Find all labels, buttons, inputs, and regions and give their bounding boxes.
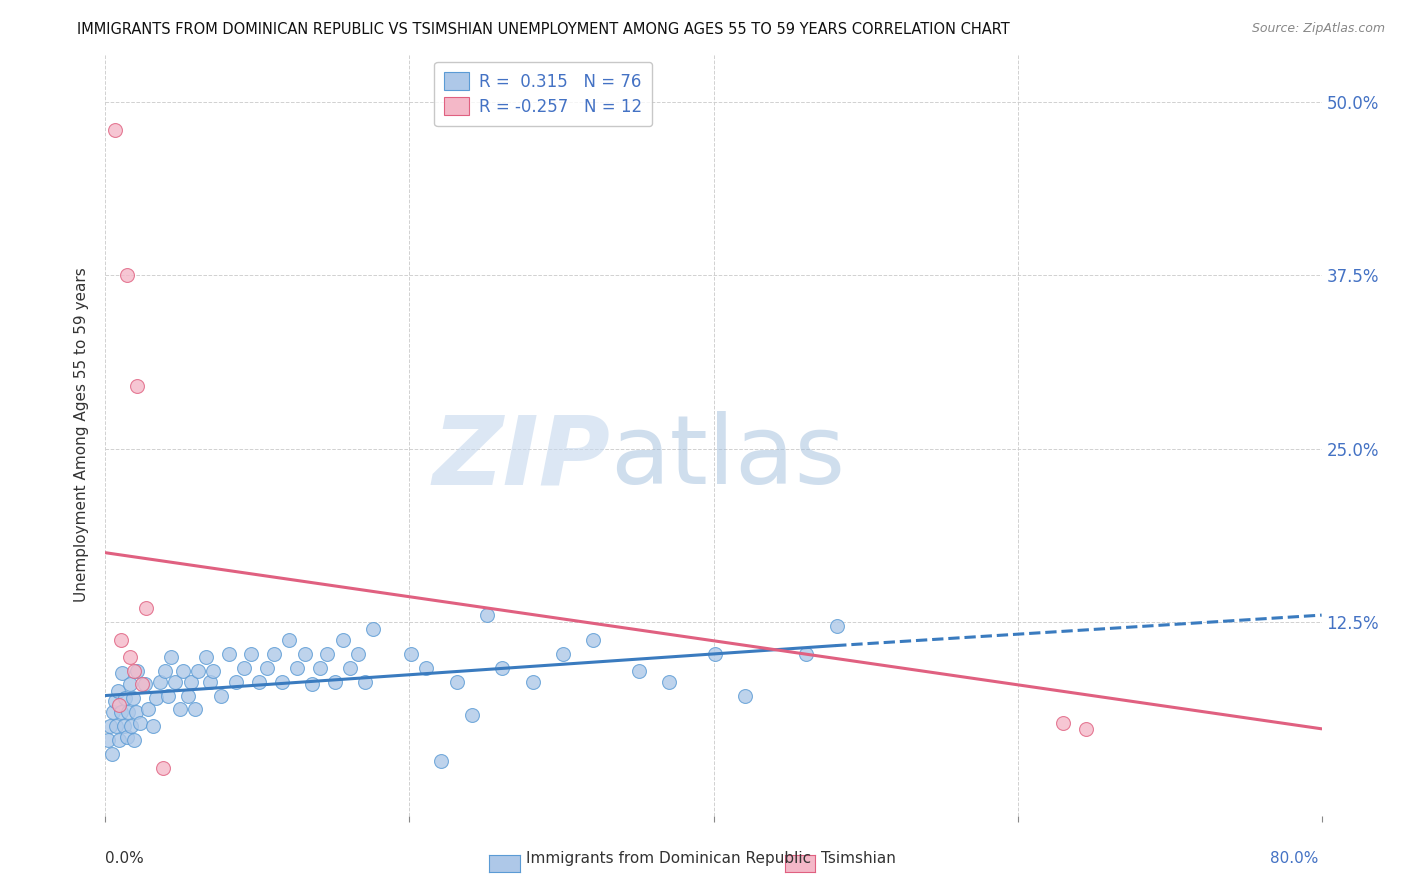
Point [114, 691, 136, 706]
Point [491, 661, 513, 675]
Point [339, 661, 361, 675]
Point [285, 661, 308, 675]
Point [176, 689, 198, 703]
Point [218, 647, 240, 661]
Point [97, 733, 120, 747]
Point [202, 664, 225, 678]
Point [115, 730, 138, 744]
Point [240, 647, 263, 661]
Point [165, 674, 187, 689]
Point [247, 674, 270, 689]
Point [103, 694, 125, 708]
Point [446, 674, 468, 689]
Point [415, 661, 437, 675]
Point [111, 666, 134, 681]
Point [200, 674, 222, 689]
Point [105, 719, 128, 733]
Point [294, 647, 316, 661]
Point [131, 677, 153, 691]
Point [110, 705, 132, 719]
Point [316, 647, 339, 661]
Point [98, 719, 121, 733]
Point [187, 664, 209, 678]
Point [522, 674, 544, 689]
Point [734, 689, 756, 703]
Point [125, 705, 148, 719]
Point [704, 647, 727, 661]
Point [346, 647, 368, 661]
Point [172, 664, 194, 678]
Point [124, 733, 146, 747]
Point [194, 649, 217, 664]
Point [124, 664, 146, 678]
Point [263, 647, 285, 661]
Point [134, 677, 156, 691]
Point [278, 633, 301, 648]
Point [127, 379, 149, 393]
Text: 80.0%: 80.0% [1271, 851, 1319, 865]
Point [110, 633, 132, 648]
Point [332, 633, 354, 648]
Text: IMMIGRANTS FROM DOMINICAN REPUBLIC VS TSIMSHIAN UNEMPLOYMENT AMONG AGES 55 TO 59: IMMIGRANTS FROM DOMINICAN REPUBLIC VS TS… [77, 22, 1010, 37]
Point [658, 674, 681, 689]
Point [184, 702, 207, 716]
Point [136, 702, 159, 716]
Point [430, 754, 453, 768]
Point [461, 708, 484, 723]
Text: Source: ZipAtlas.com: Source: ZipAtlas.com [1251, 22, 1385, 36]
Point [108, 733, 131, 747]
Point [152, 761, 174, 775]
Point [127, 664, 149, 678]
Point [153, 664, 176, 678]
Point [100, 747, 122, 761]
Text: ZIP: ZIP [432, 411, 610, 504]
Point [180, 674, 202, 689]
Point [232, 661, 254, 675]
Point [115, 268, 138, 283]
Point [551, 647, 574, 661]
Point [270, 674, 292, 689]
Point [117, 705, 139, 719]
Point [794, 647, 817, 661]
Point [129, 716, 152, 731]
Point [582, 633, 605, 648]
Point [209, 689, 232, 703]
Point [145, 691, 167, 706]
Y-axis label: Unemployment Among Ages 55 to 59 years: Unemployment Among Ages 55 to 59 years [75, 268, 90, 602]
Point [475, 608, 498, 623]
Point [112, 719, 135, 733]
Text: 0.0%: 0.0% [105, 851, 145, 865]
Point [225, 674, 247, 689]
Point [149, 674, 172, 689]
Point [142, 719, 165, 733]
Point [159, 649, 181, 664]
Point [323, 674, 346, 689]
Point [121, 691, 143, 706]
Point [256, 661, 278, 675]
Text: Tsimshian: Tsimshian [821, 851, 896, 865]
Text: atlas: atlas [610, 411, 845, 504]
Point [103, 123, 125, 137]
Point [118, 649, 141, 664]
Point [308, 661, 330, 675]
Point [399, 647, 422, 661]
Point [135, 601, 157, 615]
Point [156, 689, 179, 703]
Point [301, 677, 323, 691]
Point [1052, 716, 1074, 731]
Point [825, 619, 848, 633]
Point [1074, 722, 1097, 736]
Text: Immigrants from Dominican Republic: Immigrants from Dominican Republic [526, 851, 811, 865]
Point [361, 622, 384, 636]
Legend: R =  0.315   N = 76, R = -0.257   N = 12: R = 0.315 N = 76, R = -0.257 N = 12 [434, 62, 652, 126]
Point [108, 698, 131, 713]
Point [120, 719, 142, 733]
Point [101, 705, 124, 719]
Point [169, 702, 191, 716]
Point [354, 674, 377, 689]
Point [628, 664, 651, 678]
Point [118, 677, 141, 691]
Point [107, 684, 129, 698]
